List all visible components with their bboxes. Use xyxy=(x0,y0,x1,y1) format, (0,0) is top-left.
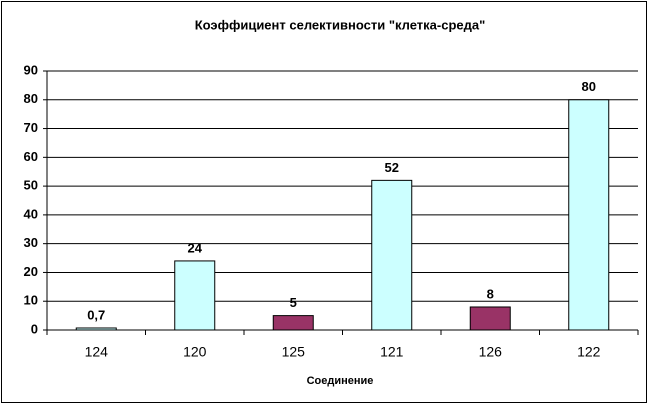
x-tick-label: 125 xyxy=(282,344,306,360)
y-tick-label: 0 xyxy=(31,321,38,336)
y-tick-label: 50 xyxy=(24,178,38,193)
x-tick-label: 121 xyxy=(380,344,404,360)
y-tick-label: 40 xyxy=(24,206,38,221)
x-tick-label: 122 xyxy=(577,344,601,360)
y-tick-label: 10 xyxy=(24,293,38,308)
y-tick-label: 70 xyxy=(24,120,38,135)
value-label: 5 xyxy=(290,295,297,310)
value-label: 52 xyxy=(385,160,399,175)
x-tick-label: 126 xyxy=(479,344,503,360)
y-tick-label: 80 xyxy=(24,91,38,106)
x-tick-label: 124 xyxy=(85,344,109,360)
value-label: 8 xyxy=(487,286,494,301)
bar xyxy=(272,315,314,331)
x-tick-label: 120 xyxy=(183,344,207,360)
y-tick-label: 30 xyxy=(24,235,38,250)
value-label: 80 xyxy=(582,79,596,94)
y-tick-label: 60 xyxy=(24,149,38,164)
x-axis-label: Соединение xyxy=(307,375,374,387)
bar xyxy=(174,260,216,331)
bar xyxy=(469,306,511,331)
bar xyxy=(568,99,610,331)
y-tick-label: 20 xyxy=(24,264,38,279)
chart-title: Коэффициент селективности "клетка-среда" xyxy=(195,17,486,32)
bar xyxy=(75,327,117,331)
y-tick-label: 90 xyxy=(24,62,38,77)
value-label: 24 xyxy=(188,240,203,255)
value-label: 0,7 xyxy=(87,307,105,322)
bar xyxy=(371,179,413,331)
